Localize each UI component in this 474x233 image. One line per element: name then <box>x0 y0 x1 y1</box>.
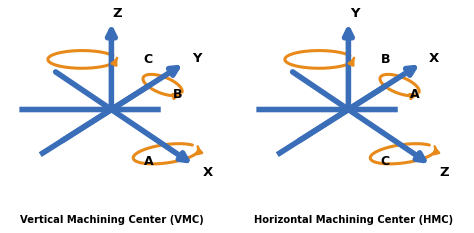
Text: Y: Y <box>350 7 359 21</box>
Text: Z: Z <box>113 7 122 21</box>
Text: A: A <box>410 88 419 101</box>
Text: A: A <box>144 155 153 168</box>
Text: Y: Y <box>192 52 201 65</box>
Text: C: C <box>381 155 390 168</box>
Text: X: X <box>428 52 439 65</box>
Text: Vertical Machining Center (VMC): Vertical Machining Center (VMC) <box>19 215 203 225</box>
Text: B: B <box>381 53 390 66</box>
Text: X: X <box>202 166 213 179</box>
Text: C: C <box>144 53 153 66</box>
Text: Horizontal Machining Center (HMC): Horizontal Machining Center (HMC) <box>254 215 453 225</box>
Text: B: B <box>173 88 182 101</box>
Text: Z: Z <box>440 166 449 179</box>
